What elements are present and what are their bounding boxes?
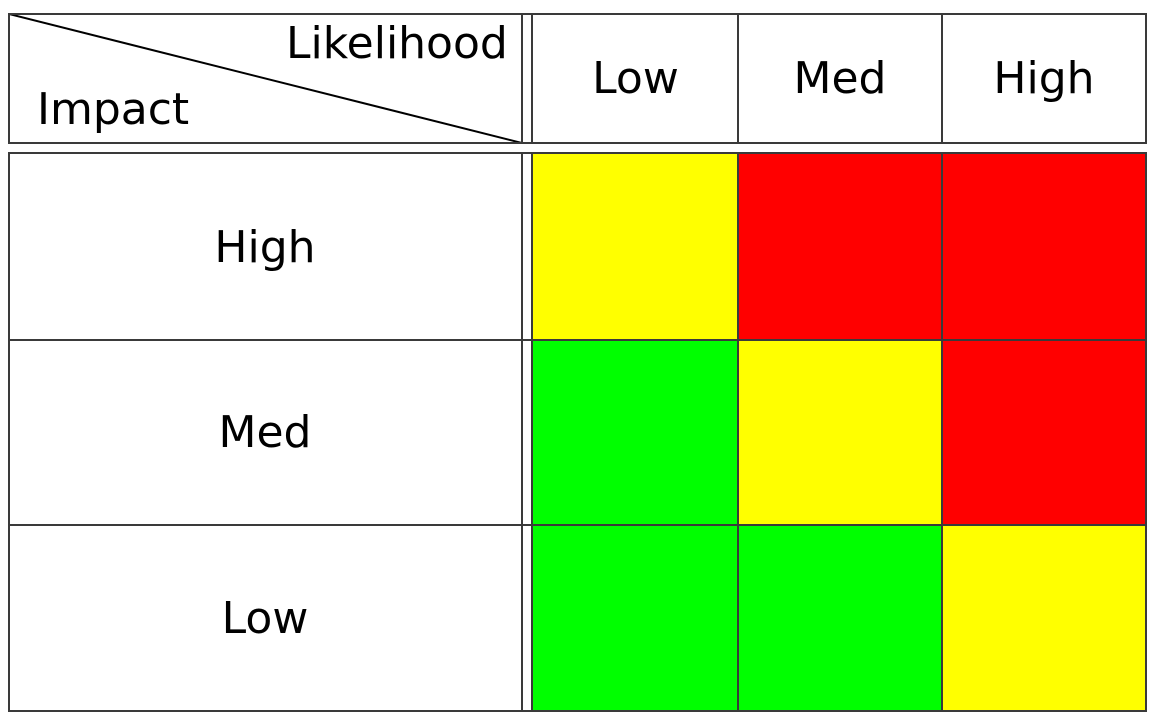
risk-cell-med-med — [738, 340, 942, 525]
risk-cell-high-high — [942, 154, 1146, 340]
risk-cell-low-low — [533, 525, 738, 711]
row-label-med: Med — [218, 407, 312, 458]
likelihood-axis-label: Likelihood — [286, 18, 508, 69]
risk-cell-high-med — [738, 154, 942, 340]
corner-diagonal-line — [9, 14, 522, 143]
column-header-med: Med — [793, 53, 887, 104]
risk-cell-low-med — [738, 525, 942, 711]
impact-axis-label: Impact — [37, 84, 190, 135]
column-header-high: High — [993, 53, 1095, 104]
column-header-low: Low — [592, 53, 679, 104]
row-label-high: High — [214, 221, 316, 273]
row-label-low: Low — [221, 592, 309, 644]
risk-cell-med-low — [533, 340, 738, 525]
risk-cell-high-low — [533, 154, 738, 340]
risk-cell-med-high — [942, 340, 1146, 525]
risk-cell-low-high — [942, 525, 1146, 711]
